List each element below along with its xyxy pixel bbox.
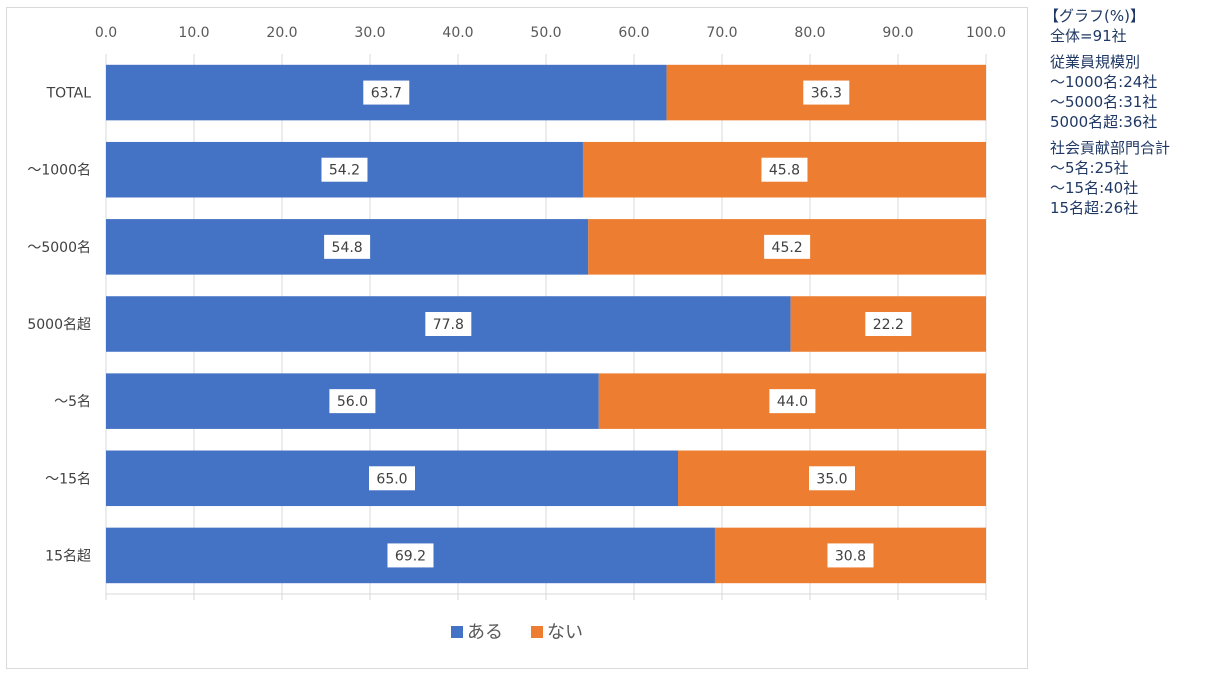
note-line: 〜15名:40社 — [1050, 179, 1139, 197]
x-tick-label: 20.0 — [266, 25, 297, 41]
data-label: 35.0 — [816, 471, 847, 487]
note-line: 〜5名:25社 — [1050, 159, 1129, 177]
note-line: 〜5000名:31社 — [1050, 93, 1158, 111]
side-note: 【グラフ(%)】 全体=91社 従業員規模別 〜1000名:24社 〜5000名… — [1044, 6, 1220, 218]
legend-label: ある — [467, 622, 503, 643]
x-tick-label: 80.0 — [794, 25, 825, 41]
note-line: 15名超:26社 — [1050, 199, 1139, 217]
data-label: 36.3 — [811, 86, 842, 102]
data-label: 77.8 — [433, 317, 464, 333]
data-label-box — [387, 543, 434, 568]
note-title: 【グラフ(%)】 — [1044, 7, 1145, 25]
data-label-box — [321, 157, 368, 182]
x-tick-label: 60.0 — [618, 25, 649, 41]
note-group-employee-size: 従業員規模別 〜1000名:24社 〜5000名:31社 5000名超:36社 — [1050, 52, 1220, 132]
data-label: 69.2 — [395, 548, 426, 564]
data-label: 30.8 — [835, 548, 866, 564]
note-heading: 従業員規模別 — [1050, 53, 1141, 71]
data-label-box — [761, 157, 808, 182]
data-label-box — [363, 80, 410, 105]
data-label: 54.8 — [332, 240, 363, 256]
x-tick-label: 50.0 — [530, 25, 561, 41]
note-total: 全体=91社 — [1050, 27, 1127, 45]
stacked-bar-chart: 0.0 10.0 20.0 30.0 40.0 50.0 60.0 70.0 80.0 90.0 1… — [27, 25, 1006, 643]
category-label: 〜5名 — [54, 394, 91, 410]
legend-swatch — [531, 626, 543, 638]
category-label: 〜5000名 — [27, 240, 91, 256]
legend-label: ない — [547, 622, 583, 643]
note-line: 5000名超:36社 — [1050, 113, 1158, 131]
data-label-box — [425, 312, 472, 336]
note-group-department-size: 社会貢献部門合計 〜5名:25社 〜15名:40社 15名超:26社 — [1050, 138, 1220, 218]
category-label: 5000名超 — [27, 317, 91, 333]
data-label: 54.2 — [329, 163, 360, 179]
data-label: 44.0 — [777, 394, 808, 410]
data-label: 45.8 — [769, 163, 800, 179]
data-label: 45.2 — [772, 240, 803, 256]
data-label: 65.0 — [376, 471, 407, 487]
data-label-box — [324, 234, 371, 259]
data-label-box — [764, 234, 811, 259]
data-label-box — [769, 389, 816, 414]
x-tick-label: 40.0 — [442, 25, 473, 41]
chart-area: 0.0 10.0 20.0 30.0 40.0 50.0 60.0 70.0 80.0 90.0 1… — [6, 7, 1028, 669]
data-label-box — [809, 466, 855, 491]
x-tick-label: 30.0 — [354, 25, 385, 41]
category-label: 15名超 — [45, 548, 91, 564]
data-label: 56.0 — [337, 394, 368, 410]
data-label: 63.7 — [371, 86, 402, 102]
x-tick-label: 10.0 — [178, 25, 209, 41]
x-tick-label: 100.0 — [966, 25, 1006, 41]
category-label: 〜1000名 — [27, 163, 91, 179]
x-tick-label: 0.0 — [95, 25, 117, 41]
data-label-box — [827, 543, 874, 568]
category-label: TOTAL — [46, 86, 92, 102]
note-line: 〜1000名:24社 — [1050, 73, 1158, 91]
data-label: 22.2 — [873, 317, 904, 333]
data-label-box — [865, 312, 912, 336]
data-label-box — [369, 466, 415, 491]
note-heading: 社会貢献部門合計 — [1050, 139, 1171, 157]
category-label: 〜15名 — [45, 471, 91, 487]
data-label-box — [329, 389, 376, 414]
x-tick-label: 90.0 — [882, 25, 913, 41]
x-tick-label: 70.0 — [706, 25, 737, 41]
legend-swatch — [451, 626, 463, 638]
data-label-box — [803, 80, 850, 105]
